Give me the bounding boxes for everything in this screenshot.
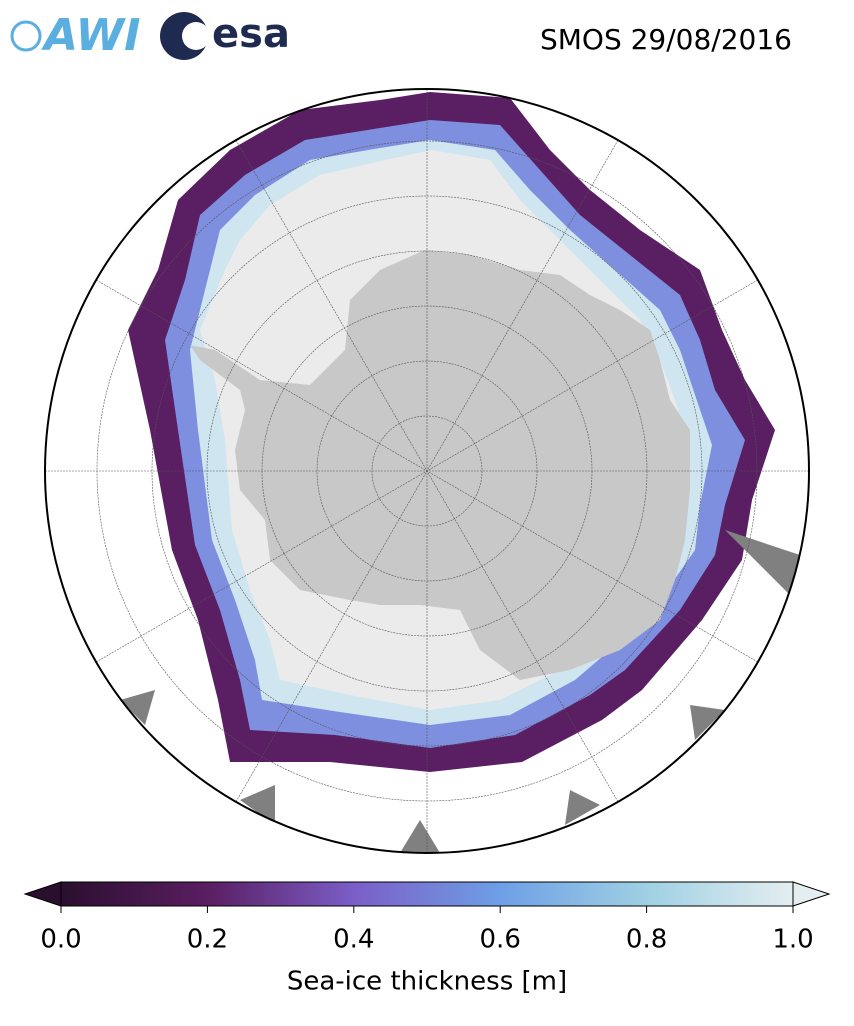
- map: [45, 89, 809, 853]
- logo-esa: esa: [212, 11, 290, 57]
- colorbar-tick-label: 0.4: [333, 925, 374, 955]
- awi-logo: AWI: [10, 10, 141, 61]
- colorbar-scale: [60, 881, 794, 907]
- colorbar-tick-label: 1.0: [772, 925, 813, 955]
- colorbar-tick-label: 0.6: [480, 925, 521, 955]
- colorbar-tick-label: 0.2: [187, 925, 228, 955]
- colorbar-label: Sea-ice thickness [m]: [287, 967, 567, 997]
- graticule: [45, 89, 809, 853]
- logo-awi: AWI: [41, 10, 141, 61]
- meridian: [96, 279, 758, 663]
- land-patches: [120, 530, 800, 853]
- antarctica: [190, 250, 690, 680]
- map-frame: [44, 88, 810, 854]
- title: SMOS 29/08/2016: [540, 23, 792, 56]
- colorbar: [23, 881, 831, 913]
- esa-logo: esa: [160, 11, 290, 60]
- colorbar-tick-label: 0.0: [40, 925, 81, 955]
- colorbar-tick-label: 0.8: [626, 925, 667, 955]
